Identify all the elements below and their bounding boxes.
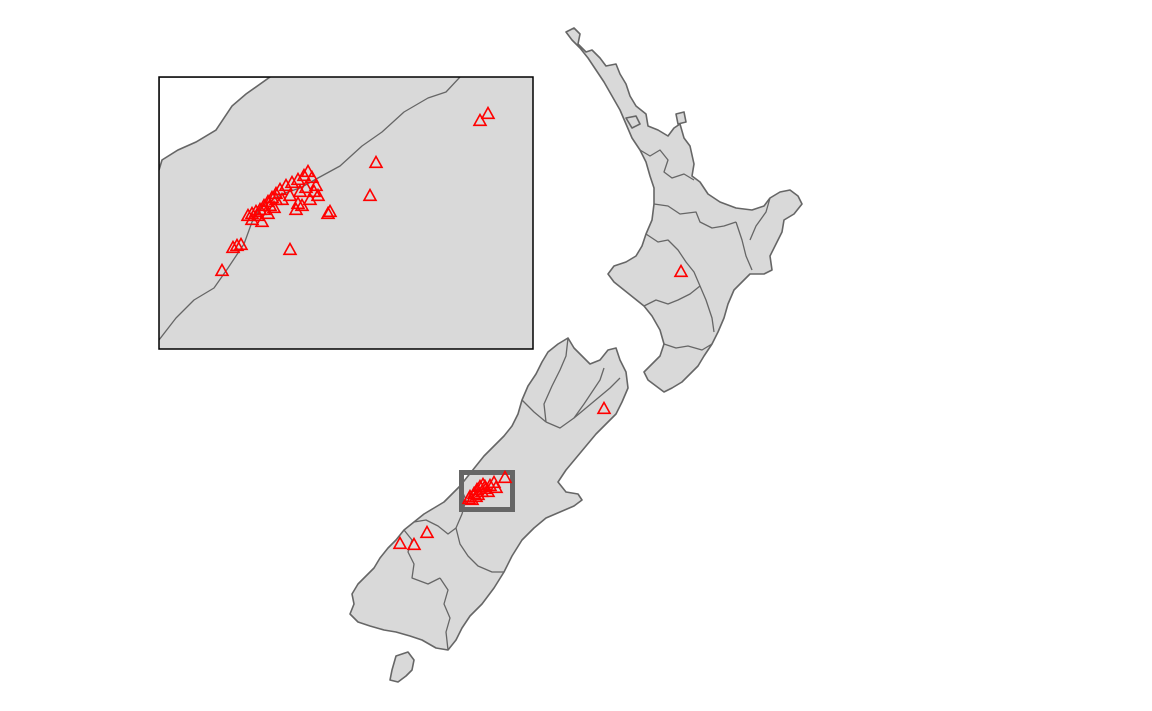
region-boundary [439,577,451,651]
region-boundary [749,197,771,241]
earthquake-marker [488,479,504,494]
region-boundary [521,399,547,423]
earthquake-marker [300,163,316,178]
earthquake-marker [362,187,378,202]
earthquake-marker [292,183,308,198]
earthquake-marker [322,203,338,218]
earthquake-marker [233,236,249,251]
earthquake-marker [472,112,488,127]
region-boundary [639,149,695,181]
earthquake-marker [282,241,298,256]
earthquake-marker [229,237,245,252]
earthquake-marker [477,478,493,493]
region-boundary [545,377,621,429]
region-boundary [643,285,701,307]
region-boundary [455,485,504,573]
earthquake-marker [268,185,284,200]
earthquake-marker [268,191,284,206]
earthquake-marker [406,536,422,551]
stewart-island [389,651,415,683]
earthquake-marker [278,177,294,192]
region-boundary [403,529,441,585]
region-boundary [735,221,753,271]
earthquake-marker [304,169,320,184]
earthquake-marker [266,199,282,214]
region-boundary [543,337,569,423]
earthquake-marker [214,262,230,277]
earthquake-marker [310,187,326,202]
inset-sea [159,77,272,171]
earthquake-marker [464,491,480,506]
earthquake-marker [284,174,300,189]
north-island [565,27,803,393]
earthquake-marker [244,211,260,226]
region-boundary [663,343,713,351]
earthquake-marker [468,488,484,503]
earthquake-marker [596,400,612,415]
earthquake-marker [419,524,435,539]
earthquake-marker [296,167,312,182]
earthquake-marker [461,490,477,505]
earthquake-marker [673,263,689,278]
earthquake-marker [480,105,496,120]
highlight-box [459,470,515,512]
earthquake-marker [290,195,306,210]
earthquake-marker [282,187,298,202]
inset-frame [158,76,534,350]
inset-map-markers [214,105,496,277]
earthquake-marker [290,171,306,186]
region-boundary [645,233,715,333]
gulf-island [625,115,641,129]
main-map-markers [392,263,689,551]
region-boundary [573,367,605,419]
region-boundary [413,519,457,535]
earthquake-marker [368,154,384,169]
region-boundary [653,203,737,229]
earthquake-marker [256,201,272,216]
earthquake-marker [392,535,408,550]
earthquake-marker [298,179,314,194]
earthquake-marker [272,181,288,196]
north-island-landmass [565,27,803,393]
earthquake-marker [497,469,513,484]
gulf-island [675,111,687,125]
inset-map [158,76,534,350]
